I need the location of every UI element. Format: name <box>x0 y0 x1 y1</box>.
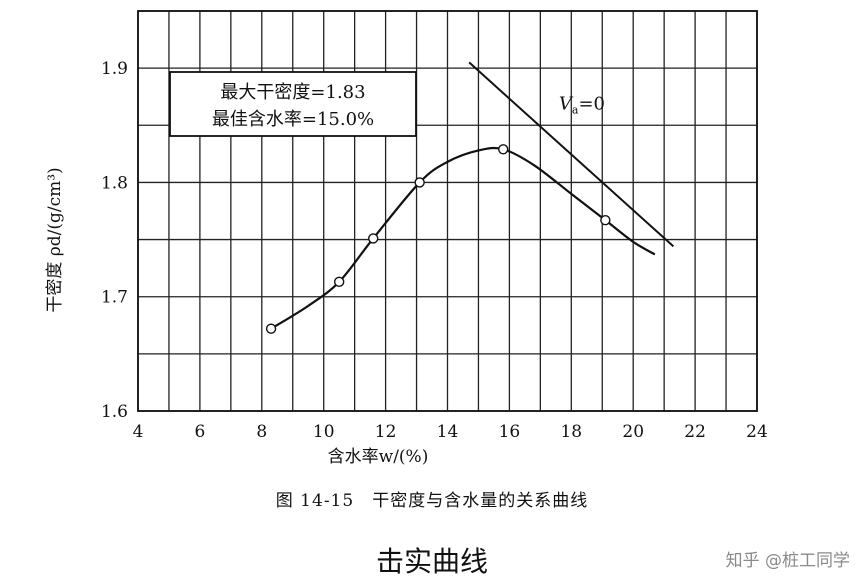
data-point <box>414 177 425 188</box>
x-axis-label: 含水率w/(%) <box>328 447 429 467</box>
figure-subtitle: 击实曲线 <box>375 545 488 578</box>
x-tick-label: 16 <box>499 422 521 442</box>
x-tick-label: 6 <box>194 422 205 442</box>
annotation-max-density: 最大干密度=1.83 <box>220 82 365 103</box>
x-tick-label: 22 <box>684 422 706 442</box>
grid <box>137 10 758 412</box>
data-point <box>368 233 379 244</box>
compaction-chart: 4 6 8 10 12 14 16 18 20 22 24 1.6 1.7 1.8 1.9 Va=0 最大… <box>45 10 768 467</box>
y-tick-label: 1.8 <box>101 173 128 193</box>
x-tick-label: 18 <box>560 422 582 442</box>
x-tick-label: 14 <box>437 422 459 442</box>
figure-caption: 图 14-15 干密度与含水量的关系曲线 <box>275 491 589 511</box>
data-point <box>600 214 611 226</box>
y-tick-label: 1.9 <box>101 59 128 79</box>
compaction-curve <box>270 146 656 330</box>
saturation-line <box>468 61 675 248</box>
x-tick-label: 8 <box>256 422 267 442</box>
annotation-box: 最大干密度=1.83 最佳含水率=15.0% <box>169 71 417 137</box>
watermark-text: 知乎 @桩工同学 <box>725 551 850 571</box>
x-tick-label: 10 <box>313 422 335 442</box>
plot-frame <box>137 10 758 412</box>
x-tick-labels: 4 6 8 10 12 14 16 18 20 22 24 <box>133 422 768 442</box>
saturation-line-label: Va=0 <box>559 93 605 116</box>
data-point <box>498 144 509 155</box>
data-point <box>333 276 345 288</box>
y-axis-label: 干密度 ρd/(g/cm³) <box>45 167 65 312</box>
x-tick-label: 20 <box>622 422 644 442</box>
data-point <box>265 323 277 334</box>
y-tick-label: 1.7 <box>101 288 128 308</box>
x-tick-label: 4 <box>133 422 144 442</box>
annotation-box-frame <box>169 71 417 137</box>
series-layer: Va=0 <box>265 61 675 334</box>
y-tick-label: 1.6 <box>101 402 128 422</box>
annotation-optimum-moisture: 最佳含水率=15.0% <box>212 109 374 130</box>
x-tick-label: 24 <box>746 422 768 442</box>
x-tick-label: 12 <box>375 422 397 442</box>
y-tick-labels: 1.6 1.7 1.8 1.9 <box>101 59 128 422</box>
